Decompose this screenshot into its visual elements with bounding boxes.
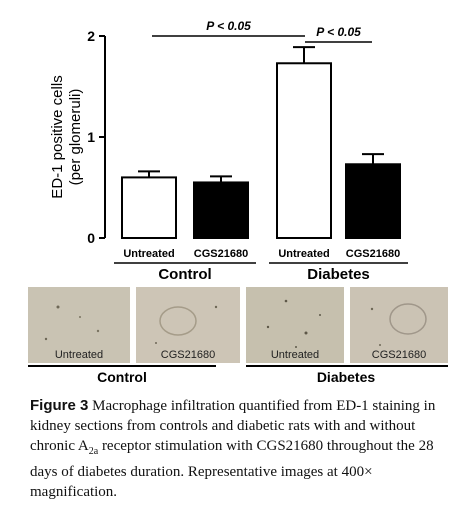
bar bbox=[345, 163, 401, 240]
y-tick-label: 0 bbox=[87, 230, 95, 246]
micrograph-control-cgs21680: CGS21680 bbox=[136, 287, 240, 363]
micrograph-diabetes-untreated: Untreated bbox=[246, 287, 344, 363]
micrograph-image bbox=[246, 287, 344, 363]
bar bbox=[193, 181, 249, 239]
x-group-label: Control bbox=[158, 266, 211, 283]
bars bbox=[121, 46, 401, 240]
category-labels: Untreated CGS21680 Untreated CGS21680 Contro… bbox=[114, 248, 408, 283]
micrograph-image bbox=[28, 287, 130, 363]
significance-label: P < 0.05 bbox=[206, 19, 251, 33]
significance-annotations: P < 0.05 P < 0.05 bbox=[152, 19, 372, 43]
micrograph-label: Untreated bbox=[270, 349, 320, 361]
micrograph-label: CGS21680 bbox=[160, 349, 216, 361]
micrograph-group-labels: Control Diabetes bbox=[28, 365, 448, 385]
x-tick-label: CGS21680 bbox=[194, 248, 248, 260]
micrograph-diabetes-cgs21680: CGS21680 bbox=[350, 287, 448, 363]
y-tick-label: 2 bbox=[87, 28, 95, 44]
micrograph-control-untreated: Untreated bbox=[28, 287, 130, 363]
figure-label: Figure 3 bbox=[30, 397, 89, 414]
micro-group-label-control: Control bbox=[97, 369, 147, 385]
micrograph-label: Untreated bbox=[54, 349, 104, 361]
y-axis: 0 1 2 ED-1 positive cells(per glomeruli) bbox=[49, 28, 106, 246]
caption-text-a: Macrophage infiltration quantified from … bbox=[30, 398, 436, 454]
caption-text-b: receptor stimulation with CGS21680 throu… bbox=[30, 438, 434, 500]
y-axis-label-line: (per glomeruli) bbox=[67, 89, 84, 186]
x-group-label: Diabetes bbox=[307, 266, 370, 283]
y-axis-label: ED-1 positive cells(per glomeruli) bbox=[49, 75, 84, 198]
significance-label: P < 0.05 bbox=[316, 25, 361, 39]
micrograph-image bbox=[136, 287, 240, 363]
micro-group-label-diabetes: Diabetes bbox=[317, 369, 376, 385]
x-tick-label: CGS21680 bbox=[346, 248, 400, 260]
caption-subscript: 2a bbox=[88, 446, 99, 457]
micrograph-label: CGS21680 bbox=[371, 349, 427, 361]
y-axis-label-line: ED-1 positive cells bbox=[49, 75, 66, 198]
x-tick-label: Untreated bbox=[123, 248, 174, 260]
y-tick-label: 1 bbox=[87, 129, 95, 145]
micrograph-image bbox=[350, 287, 448, 363]
bar-chart: 0 1 2 ED-1 positive cells(per glomeruli) Un… bbox=[49, 19, 408, 283]
bar bbox=[276, 62, 332, 239]
micrograph-row: Untreated CGS21680 Untreated CGS21680 bbox=[28, 287, 448, 363]
x-tick-label: Untreated bbox=[278, 248, 329, 260]
figure-caption: Figure 3 Macrophage infiltration quantif… bbox=[30, 396, 450, 502]
bar bbox=[121, 176, 177, 239]
